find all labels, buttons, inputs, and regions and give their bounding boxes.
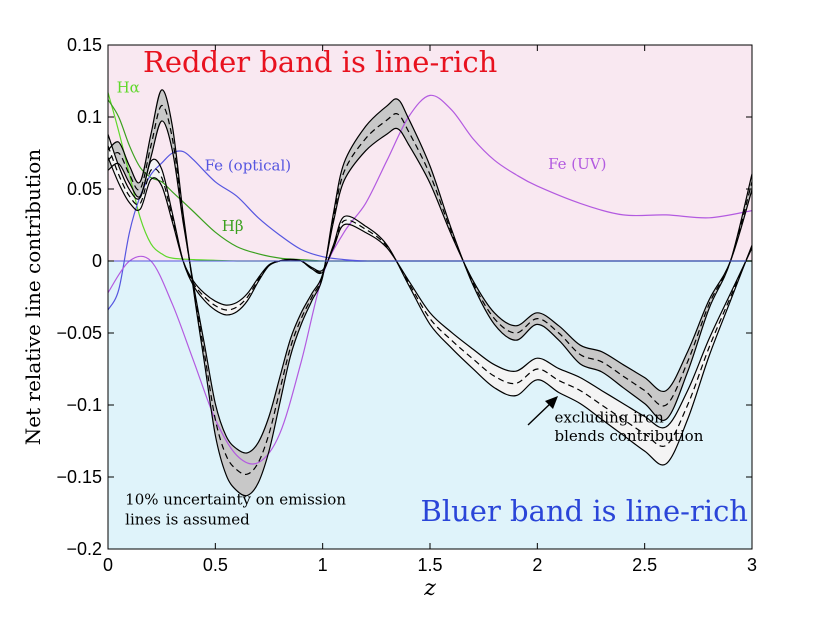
x-tick-label: 2 — [532, 555, 542, 575]
y-tick-label: −0.2 — [66, 539, 102, 559]
axis-ticks: 0 0.5 1 1.5 2 2.5 3 −0.2 −0.15 −0.1 −0.05 0 0.05 0.1 0… — [56, 35, 757, 575]
line-total-all-lines — [107, 104, 753, 475]
y-tick-label: −0.15 — [56, 467, 102, 487]
annotation-7: lines is assumed — [125, 511, 250, 529]
annotation-5: blends contribution — [555, 427, 704, 445]
arrow-annotation — [527, 401, 553, 426]
x-tick-label: 3 — [747, 555, 757, 575]
annotation-2: Hβ — [222, 217, 244, 235]
x-axis-label: z — [423, 576, 436, 601]
region-redder-label: Redder band is line-rich — [143, 45, 497, 79]
annotation-6: 10% uncertainty on emission — [125, 490, 346, 508]
y-axis-label: Net relative line contribution — [21, 149, 45, 446]
y-tick-label: 0.15 — [67, 35, 102, 55]
x-tick-label: 0.5 — [203, 555, 228, 575]
y-tick-label: −0.05 — [56, 323, 102, 343]
series-lines — [107, 89, 753, 497]
x-tick-label: 1 — [318, 555, 328, 575]
line-excluding-iron-blends-contribution — [107, 145, 753, 447]
x-tick-label: 0 — [103, 555, 113, 575]
region-bluer-label: Bluer band is line-rich — [421, 494, 748, 528]
y-tick-label: 0.05 — [67, 179, 102, 199]
x-tick-label: 2.5 — [632, 555, 657, 575]
x-tick-label: 1.5 — [417, 555, 442, 575]
region-redder — [108, 45, 752, 261]
annotations: Hα Fe (optical) Hβ Fe (UV) excluding ironble… — [117, 79, 704, 529]
annotation-4: excluding iron — [555, 408, 665, 426]
annotation-1: Fe (optical) — [205, 156, 292, 174]
annotation-3: Fe (UV) — [548, 155, 606, 173]
annotation-0: Hα — [117, 79, 140, 97]
arrow-head — [545, 396, 558, 409]
uncertainty-bands — [108, 89, 752, 496]
band-lower-total-all-lines — [107, 120, 753, 454]
band-total-all-lines — [108, 89, 752, 496]
y-tick-label: −0.1 — [66, 395, 102, 415]
y-tick-label: 0.1 — [77, 107, 102, 127]
line-fe-uv — [107, 94, 753, 465]
y-tick-label: 0 — [92, 251, 102, 271]
